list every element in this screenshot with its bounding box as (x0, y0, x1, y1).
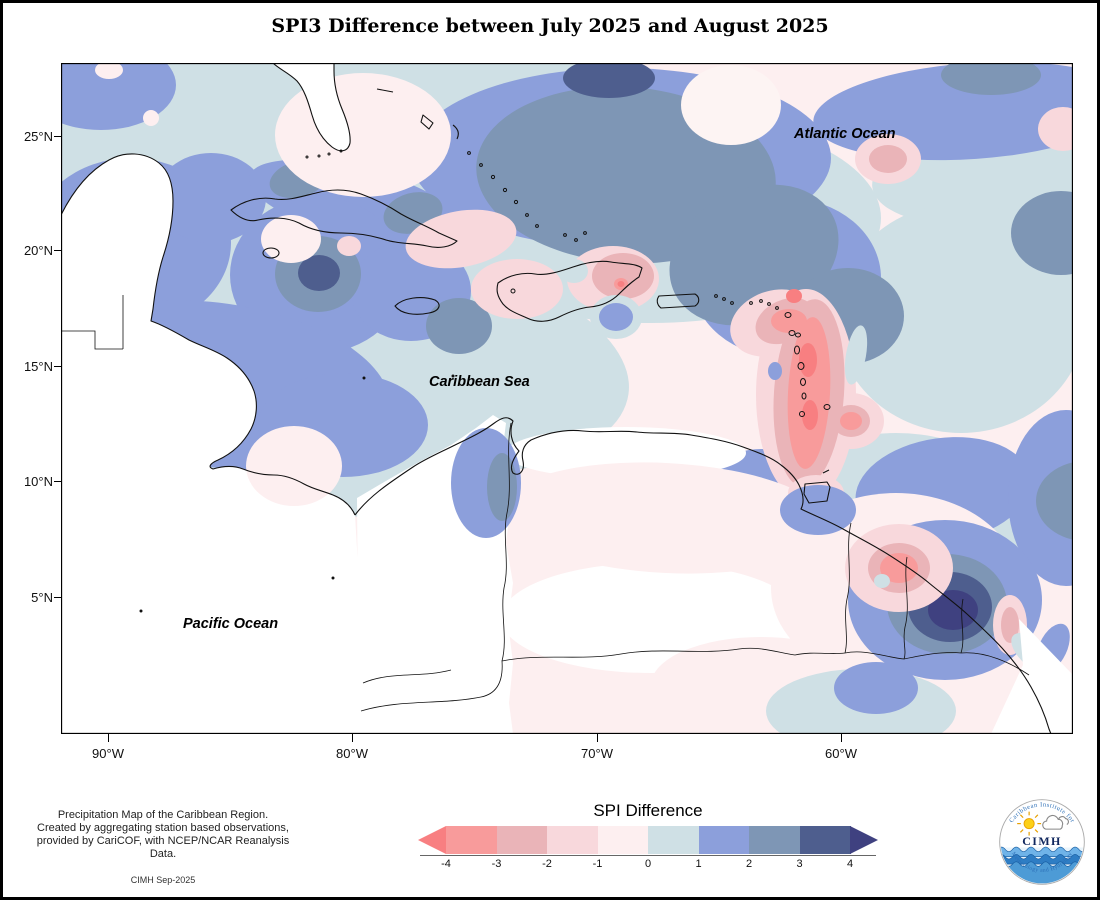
legend-axis-line (420, 855, 876, 856)
lon-label-70w: 70°W (581, 746, 613, 761)
country-borders (61, 295, 1030, 712)
land-white (61, 153, 801, 735)
label-pacific-ocean: Pacific Ocean (183, 616, 278, 632)
lon-tick (108, 734, 109, 742)
lon-label-80w: 80°W (336, 746, 368, 761)
legend-tick: 4 (846, 858, 854, 870)
lon-tick (352, 734, 353, 742)
legend-tick: 2 (745, 858, 753, 870)
logo-waves (1000, 846, 1084, 884)
cloud-icon (1042, 814, 1069, 830)
legend-tick: 0 (644, 858, 652, 870)
legend-segment (547, 826, 598, 854)
legend-title: SPI Difference (593, 801, 703, 820)
lat-label-15n: 15°N (23, 359, 53, 374)
field-slate (298, 58, 655, 291)
legend-tick: 3 (796, 858, 803, 870)
lat-tick (54, 366, 61, 367)
sun-icon (1017, 811, 1042, 836)
legend-arrow-right (850, 826, 878, 854)
legend-segment (597, 826, 649, 854)
map-canvas: Atlantic Ocean Caribbean Sea Pacific Oce… (3, 33, 1097, 753)
lat-tick (54, 250, 61, 251)
legend-tick: -2 (542, 858, 552, 870)
field-palepink-spots (95, 61, 781, 263)
legend-segment (446, 826, 497, 854)
credit-line-1: Precipitation Map of the Caribbean Regio… (57, 809, 269, 821)
field-south-america (246, 426, 1073, 753)
lon-label-90w: 90°W (92, 746, 124, 761)
credit-line-2: Created by aggregating station based obs… (37, 822, 289, 834)
field-salmon (614, 278, 862, 469)
map-frame (60, 62, 1074, 735)
credit-text: Precipitation Map of the Caribbean Regio… (23, 809, 303, 861)
legend-tick: 1 (695, 858, 702, 870)
lat-tick (54, 597, 61, 598)
legend-segment (698, 826, 750, 854)
lat-label-25n: 25°N (23, 129, 53, 144)
caribbean-spi-map: Atlantic Ocean Caribbean Sea Pacific Oce… (3, 33, 1097, 753)
legend-segment (648, 826, 699, 854)
page-title: SPI3 Difference between July 2025 and Au… (271, 15, 829, 37)
legend-segment (799, 826, 851, 854)
legend-tick: -3 (491, 858, 502, 870)
label-caribbean-sea: Caribbean Sea (429, 374, 530, 390)
legend-tick: -4 (441, 858, 451, 870)
lat-tick (54, 481, 61, 482)
credit-line-3: provided by CariCOF, with NCEP/NCAR Rean… (36, 835, 290, 860)
lat-label-5n: 5°N (31, 590, 53, 605)
coastlines (60, 62, 1052, 735)
date-stamp: CIMH Sep-2025 (130, 875, 196, 885)
lat-label-10n: 10°N (23, 474, 53, 489)
cimh-logo: CIMH Caribbean Institute for Meteorology… (996, 796, 1088, 888)
lon-tick (597, 734, 598, 742)
lat-label-20n: 20°N (23, 243, 53, 258)
lon-tick (841, 734, 842, 742)
small-islands (139, 149, 831, 613)
label-atlantic-ocean: Atlantic Ocean (793, 126, 896, 142)
legend-segment (496, 826, 548, 854)
ocean-labels: Atlantic Ocean Caribbean Sea Pacific Oce… (183, 126, 896, 632)
legend-segment (749, 826, 800, 854)
lat-tick (54, 136, 61, 137)
lon-label-60w: 60°W (825, 746, 857, 761)
legend-arrow-left (418, 826, 446, 854)
legend-tick: -1 (592, 858, 603, 870)
logo-acronym: CIMH (1022, 834, 1061, 848)
